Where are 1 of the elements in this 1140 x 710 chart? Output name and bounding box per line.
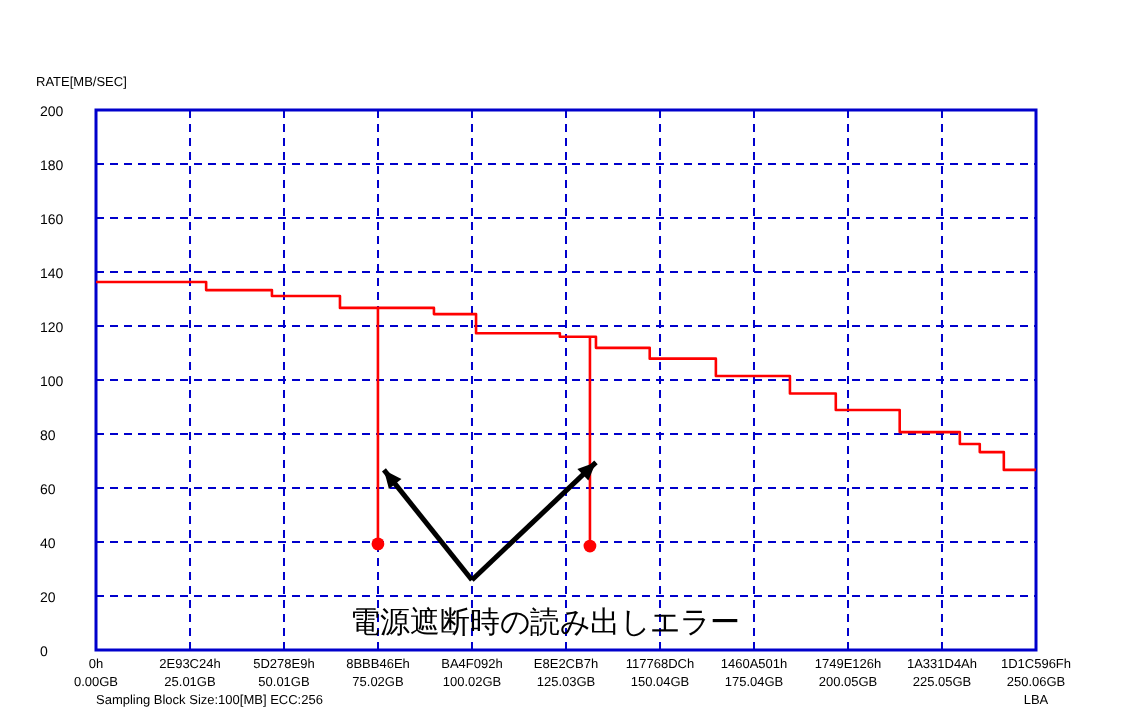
annotation: 電源遮断時の読み出しエラー (349, 606, 740, 640)
